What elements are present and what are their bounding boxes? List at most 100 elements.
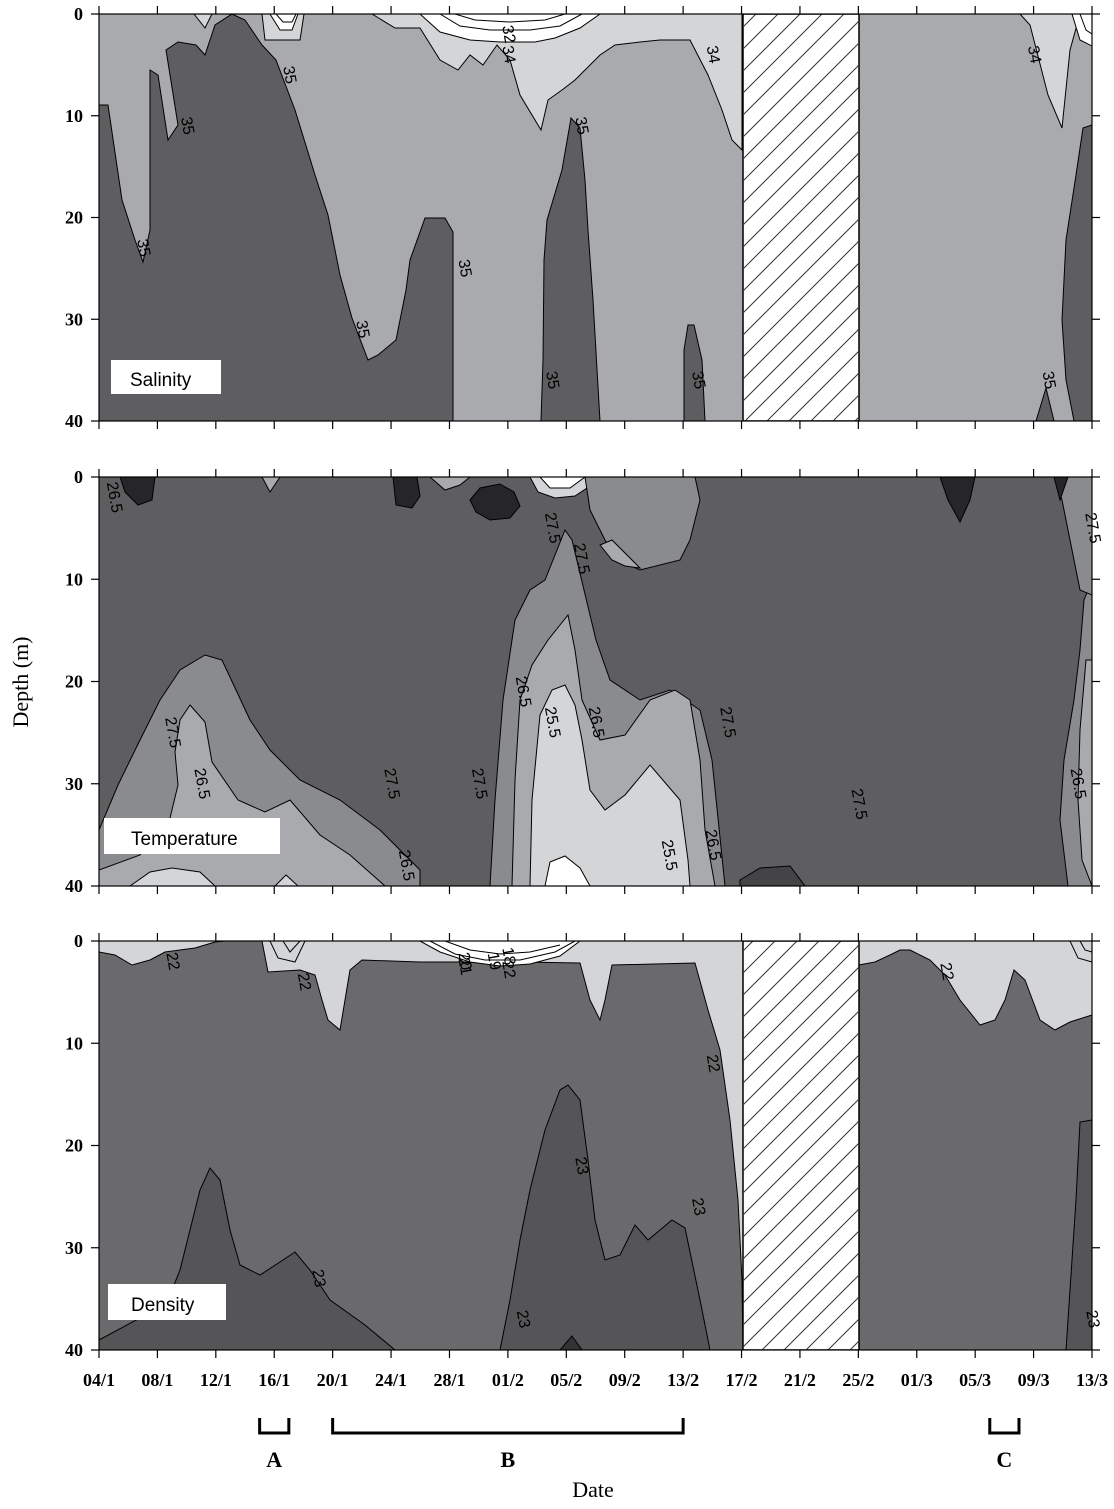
contour-label: 22 xyxy=(936,961,956,982)
contour-label: 35 xyxy=(454,258,474,279)
contour-label: 22 xyxy=(162,951,182,972)
contour-label: 35 xyxy=(1039,370,1059,391)
period-label: B xyxy=(501,1447,516,1472)
contour-label: 32 xyxy=(498,24,518,45)
density-panel-label: Density xyxy=(131,1295,195,1316)
contour-label: 26.5 xyxy=(702,828,724,862)
x-tick-label: 20/1 xyxy=(317,1370,349,1390)
y-axes: 0 10 20 30 40 0 10 20 30 40 0 10 20 30 40 xyxy=(65,4,1100,1360)
y-tick-label: 30 xyxy=(65,1238,83,1258)
x-tick-label: 09/2 xyxy=(609,1370,641,1390)
x-tick-label: 13/3 xyxy=(1076,1370,1108,1390)
y-tick-label: 30 xyxy=(65,774,83,794)
contour-label: 35 xyxy=(177,116,197,137)
salinity-label-box xyxy=(111,360,221,394)
contour-label: 23 xyxy=(1082,1309,1102,1330)
contour-label: 27.5 xyxy=(848,787,870,821)
x-tick-label: 05/2 xyxy=(550,1370,582,1390)
contour-label: 22 xyxy=(294,972,314,993)
temperature-panel: 26.5 27.5 27.5 27.5 26.5 25.5 26.5 27.5 27.5 26.5… xyxy=(98,476,1104,887)
y-tick-label: 40 xyxy=(65,876,83,896)
period-bracket xyxy=(331,1418,685,1435)
contour-label: 23 xyxy=(308,1268,328,1289)
x-tick-label: 28/1 xyxy=(433,1370,465,1390)
salinity-panel-label: Salinity xyxy=(130,370,192,391)
density-label-box xyxy=(108,1284,226,1320)
x-tick-label: 25/2 xyxy=(842,1370,874,1390)
contour-label: 26.5 xyxy=(395,849,417,883)
temperature-label-box xyxy=(104,818,280,854)
contour-label: 19 xyxy=(484,951,504,972)
x-tick-label: 05/3 xyxy=(959,1370,991,1390)
y-tick-label: 0 xyxy=(74,931,83,951)
period-label: C xyxy=(996,1447,1012,1472)
temperature-panel-label: Temperature xyxy=(131,829,238,850)
contour-label: 22 xyxy=(703,1053,723,1074)
contour-label: 26.5 xyxy=(585,706,607,740)
contour-label: 23 xyxy=(688,1197,708,1218)
y-tick-label: 40 xyxy=(65,1340,83,1360)
contour-label: 25.5 xyxy=(541,706,563,740)
period-label: A xyxy=(266,1447,282,1472)
period-bracket xyxy=(258,1418,291,1435)
contour-label: 27.5 xyxy=(1081,511,1103,545)
contour-label: 20 xyxy=(454,951,474,972)
contour-label: 34 xyxy=(703,44,723,65)
period-brackets: A B C xyxy=(258,1418,1021,1472)
y-tick-label: 20 xyxy=(65,1136,83,1156)
y-tick-label: 10 xyxy=(65,1033,83,1053)
y-tick-label: 30 xyxy=(65,309,83,329)
contour-label: 27.5 xyxy=(161,716,183,750)
contour-label: 26.5 xyxy=(103,481,125,515)
x-tick-label: 08/1 xyxy=(141,1370,173,1390)
x-tick-label: 24/1 xyxy=(375,1370,407,1390)
contour-label: 34 xyxy=(1024,44,1044,65)
period-bracket xyxy=(988,1418,1021,1435)
contour-label: 35 xyxy=(542,370,562,391)
contour-label: 27.5 xyxy=(716,706,738,740)
x-tick-label: 16/1 xyxy=(258,1370,290,1390)
salinity-contour-fill xyxy=(99,14,1092,421)
contour-label: 18 xyxy=(498,946,518,967)
contour-label: 26.5 xyxy=(190,767,212,801)
contour-label: 27.5 xyxy=(468,767,490,801)
contour-label: 27.5 xyxy=(380,767,402,801)
x-tick-label: 12/1 xyxy=(200,1370,232,1390)
y-tick-label: 10 xyxy=(65,569,83,589)
y-tick-label: 40 xyxy=(65,411,83,431)
contour-label: 35 xyxy=(571,116,591,137)
y-tick-label: 20 xyxy=(65,208,83,228)
x-tick-label: 09/3 xyxy=(1018,1370,1050,1390)
contour-label: 35 xyxy=(688,370,708,391)
x-tick-label: 01/2 xyxy=(492,1370,524,1390)
x-tick-label: 01/3 xyxy=(901,1370,933,1390)
contour-label: 27.5 xyxy=(541,511,563,545)
x-tick-label: 13/2 xyxy=(667,1370,699,1390)
x-tick-label: 04/1 xyxy=(83,1370,115,1390)
contour-label: 23 xyxy=(571,1156,591,1177)
density-contour-fill xyxy=(99,941,1092,1350)
contour-label: 26.5 xyxy=(1067,767,1089,801)
x-axis-title: Date xyxy=(572,1477,614,1502)
y-tick-label: 20 xyxy=(65,672,83,692)
contour-label: 35 xyxy=(279,65,299,86)
contour-label: 35 xyxy=(133,238,153,259)
contour-label: 34 xyxy=(498,44,518,65)
x-tick-label: 17/2 xyxy=(726,1370,758,1390)
x-axis: 04/1 08/1 12/1 16/1 20/1 24/1 28/1 01/2 05/2 09/2… xyxy=(83,1370,1108,1390)
contour-label: 35 xyxy=(352,319,372,340)
contour-label: 21 xyxy=(454,956,474,977)
contour-label: 25.5 xyxy=(658,838,680,872)
contour-label: 23 xyxy=(513,1309,533,1330)
contour-label: 26.5 xyxy=(512,675,534,709)
y-axis-title: Depth (m) xyxy=(8,636,33,727)
contour-label: 22 xyxy=(498,959,518,980)
y-tick-label: 0 xyxy=(74,467,83,487)
temperature-contour-labels: 26.5 27.5 27.5 27.5 26.5 25.5 26.5 27.5 27.5 26.5… xyxy=(103,481,1104,883)
contour-label: 27.5 xyxy=(570,542,592,576)
